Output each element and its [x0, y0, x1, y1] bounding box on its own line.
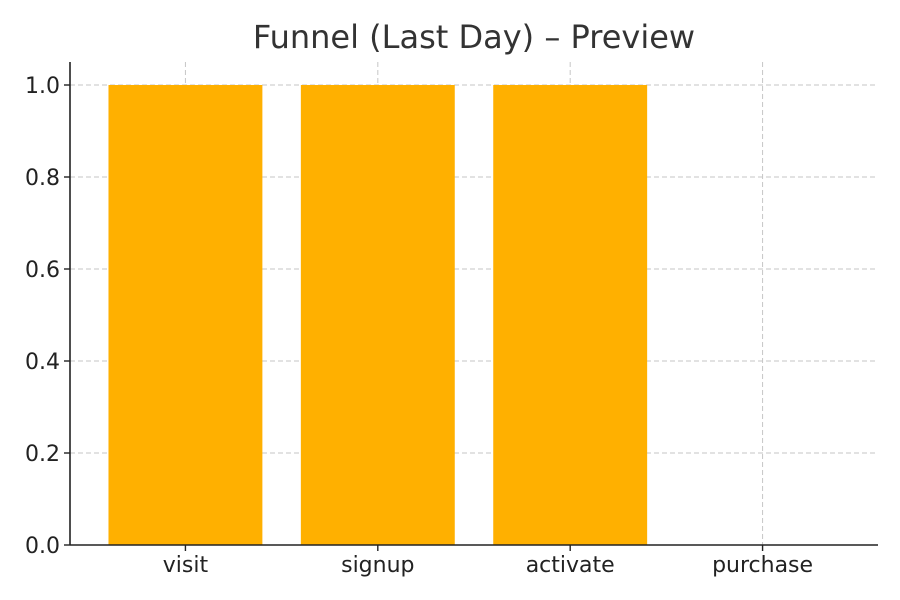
y-tick-label: 0.6: [25, 258, 60, 283]
y-tick-label: 0.8: [25, 166, 60, 191]
bar-visit: [108, 85, 263, 545]
axis-layer: [64, 62, 878, 551]
label-layer: 0.0 0.2 0.4 0.6 0.8 1.0 visit signup activate pur…: [25, 74, 813, 578]
bar-signup: [300, 85, 455, 545]
y-tick-label: 1.0: [25, 74, 60, 99]
x-tick-label: activate: [526, 553, 615, 578]
x-tick-label: purchase: [712, 553, 813, 578]
y-tick-label: 0.4: [25, 350, 60, 375]
bar-layer: [108, 85, 648, 545]
chart-title: Funnel (Last Day) – Preview: [253, 18, 695, 56]
y-tick-label: 0.2: [25, 442, 60, 467]
y-tick-label: 0.0: [25, 534, 60, 559]
bar-activate: [493, 85, 648, 545]
x-tick-label: signup: [341, 553, 414, 578]
x-tick-label: visit: [163, 553, 209, 578]
